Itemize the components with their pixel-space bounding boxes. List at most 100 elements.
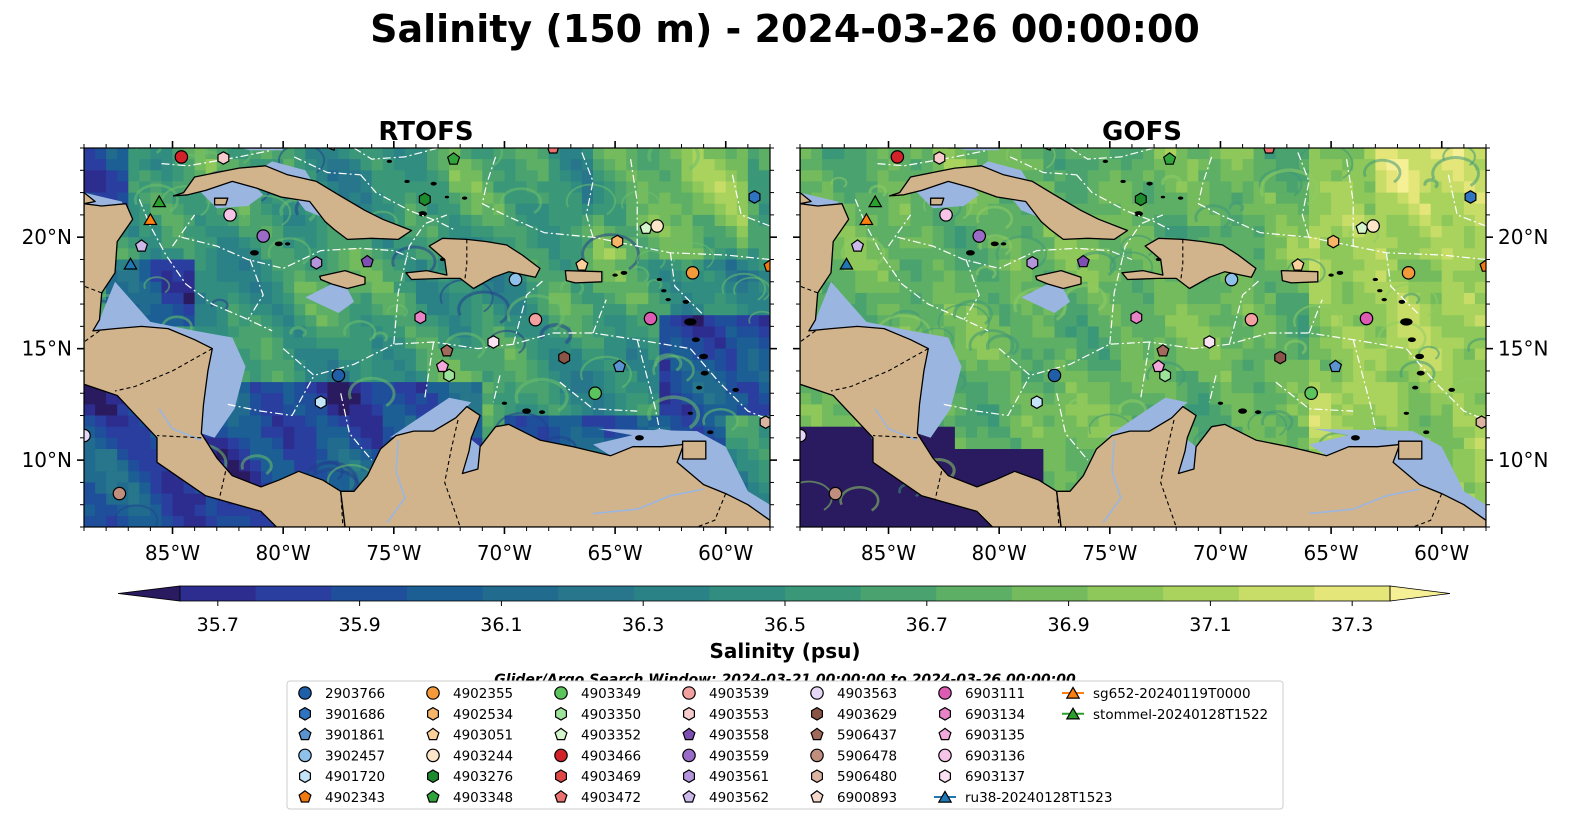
rtofs-lon-tick-label: 85°W [145,541,200,565]
legend-marker [298,748,312,763]
legend-item: 4903276 [427,769,513,785]
colorbar-tick-label: 36.1 [480,614,522,636]
legend-marker [554,686,568,700]
observation-marker [314,395,327,410]
legend-marker [298,790,312,803]
legend-label: 4903276 [453,769,513,785]
rtofs-lat-tick-label: 20°N [22,225,72,249]
observation-marker [1026,255,1039,270]
gofs-lon-tick-label: 60°W [1414,541,1469,565]
legend-item: 4903350 [554,707,641,723]
gofs-map-frame [799,147,1487,528]
legend-label: 4902534 [453,707,513,723]
observation-marker [143,212,158,226]
legend-item: 4903466 [554,748,641,764]
legend-label: 4903349 [581,686,641,702]
rtofs-axis-ticks: 85°W 80°W 75°W 70°W 65°W 60°W 20°N 15°N 10°N [22,141,777,565]
observation-marker [508,272,523,287]
legend-item: 4903472 [554,790,641,806]
observation-marker [1030,395,1043,410]
gofs-lat-tick-label: 10°N [1498,448,1548,472]
legend-label: 4903563 [837,686,897,702]
legend-marker [938,727,952,741]
colorbar-extend-low [117,585,181,602]
legend-marker [1065,686,1081,699]
observation-marker [1047,368,1062,383]
colorbar-tick-label: 35.7 [197,614,239,636]
rtofs-land [84,148,770,527]
colorbar-tick-label: 36.7 [906,614,948,636]
legend-label: 6903111 [965,686,1025,702]
colorbar-segment [1314,586,1391,601]
legend-marker [810,769,824,784]
observation-marker [612,359,627,373]
colorbar-tick-label: 36.9 [1047,614,1089,636]
colorbar-label: Salinity (psu) [709,639,860,663]
observation-marker [890,150,905,164]
legend-item: 5906480 [810,769,897,785]
legend-item: 4903558 [682,727,769,744]
rtofs-lon-tick-label: 60°W [698,541,753,565]
gofs-lon-tick-label: 85°W [861,541,916,565]
legend-item: 6903136 [938,748,1025,764]
observation-marker [685,266,700,280]
legend-marker [810,790,824,803]
observation-marker [1134,192,1147,207]
gofs-lon-tick-label: 75°W [1082,541,1137,565]
colorbar-tick-label: 37.3 [1331,614,1373,636]
legend-item: 4903051 [426,728,513,744]
legend-item: 4903348 [426,790,513,806]
observation-marker [414,310,427,325]
observation-marker [440,343,454,357]
legend-item: 6900893 [810,790,897,806]
colorbar-segment [1238,586,1315,601]
observation-marker [331,368,346,383]
legend-label: 4902355 [453,686,513,702]
legend-label: 5906478 [837,748,897,764]
observation-marker [1479,259,1486,272]
rtofs-map-frame [83,147,771,528]
gofs-land [800,148,1486,527]
gofs-lon-tick-label: 65°W [1303,541,1358,565]
observation-marker [1304,386,1318,401]
gofs-lat-tick-label: 15°N [1498,337,1548,361]
legend-label: 3902457 [325,748,385,764]
observation-marker [588,386,602,401]
observation-marker [859,212,874,226]
rtofs-lon-tick-label: 80°W [256,541,311,565]
observation-marker [1224,272,1239,287]
legend-label: 4903558 [709,728,769,744]
observation-marker [1401,266,1416,280]
legend-label: 4903559 [709,748,769,764]
rtofs-country-borders [84,239,727,527]
legend-marker [554,790,568,803]
legend-label: 4903348 [453,790,513,806]
observation-marker [763,259,770,272]
colorbar-segment [633,586,710,601]
legend-item: 4903539 [682,686,769,702]
legend-marker [937,790,953,803]
legend-item: sg652-20240119T0000 [1062,686,1251,702]
legend-label: 3901861 [325,728,385,744]
observation-marker [800,428,807,443]
observation-marker [1162,152,1177,165]
legend-marker [938,686,952,700]
rtofs-panel-title: RTOFS [378,117,473,147]
legend-item: 2903766 [298,686,385,702]
rtofs-observations [84,148,770,501]
gofs-lon-tick-label: 70°W [1193,541,1248,565]
legend-item: 3901861 [298,728,385,744]
observation-marker [1464,190,1477,204]
legend-item: 5906478 [810,748,897,764]
observation-marker [650,219,664,233]
legend-marker [427,769,439,784]
observation-marker [1366,219,1380,233]
rtofs-rivers [158,408,704,523]
legend-marker [554,748,568,763]
colorbar-segment [785,586,862,601]
legend-marker [682,727,696,741]
legend-item: 6903135 [938,727,1025,744]
colorbar-segment [936,586,1013,601]
legend-label: ru38-20240128T1523 [965,790,1112,806]
observation-marker [575,258,589,271]
